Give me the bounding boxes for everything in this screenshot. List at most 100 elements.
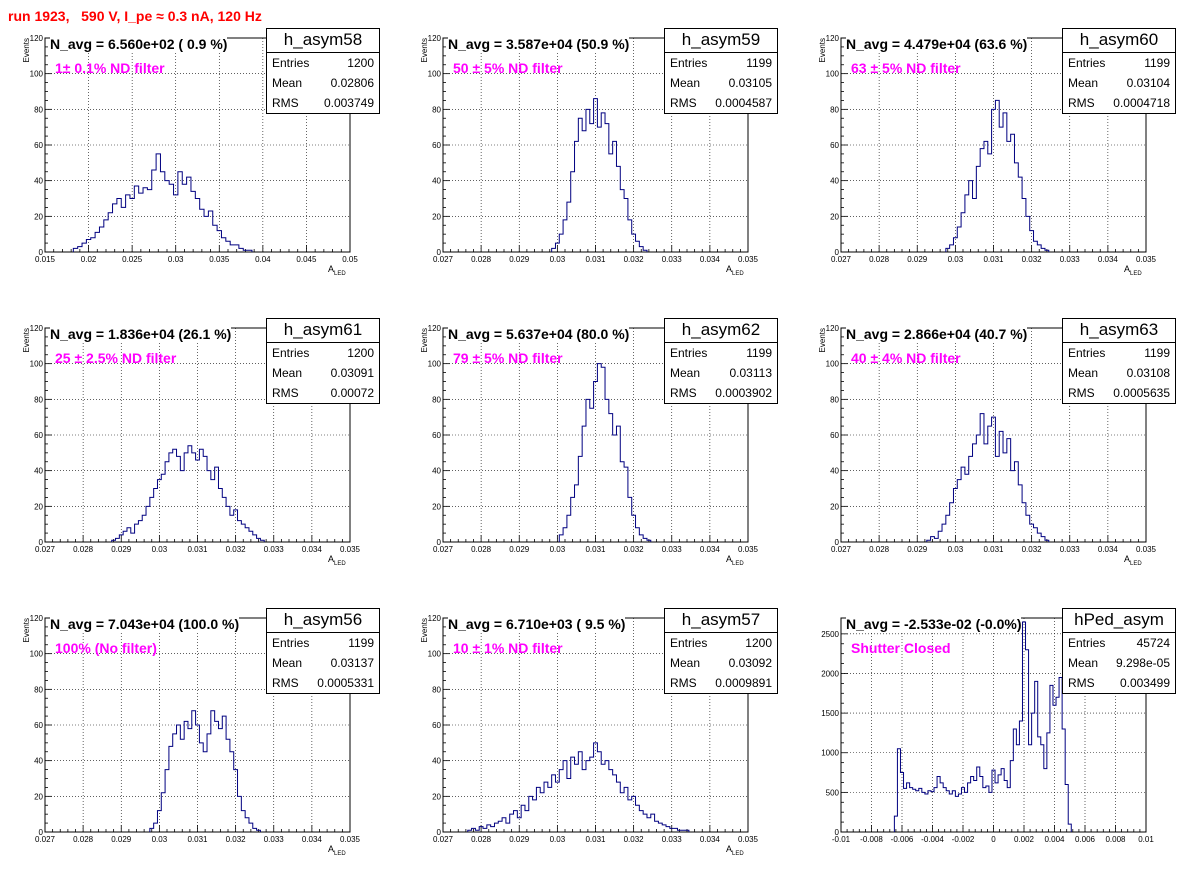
histogram-series [945,99,1050,252]
y-tick-label: 0 [39,828,44,837]
stats-value: 1199 [1144,346,1170,360]
stats-value: 0.0005331 [317,676,374,690]
x-tick-label: 0.035 [1136,545,1157,554]
stats-value: 0.0004718 [1113,96,1170,110]
histogram-panel-h_asym58: 0.015 0.02 0.025 0.03 0.035 0.04 0.045 0.05 0 20 4… [0,0,398,290]
stats-label: Entries [1068,346,1106,360]
filter-label: 63 ± 5% ND filter [851,60,961,76]
y-tick-label: 0 [835,248,840,257]
x-tick-label: 0.034 [700,545,721,554]
y-tick-label: 0 [437,828,442,837]
histogram-panel-h_asym63: 0.027 0.028 0.029 0.03 0.031 0.032 0.033 0.034 0… [796,290,1194,580]
y-axis-title: Events [22,618,31,642]
stats-row-rms: RMS 0.0005635 [1063,383,1175,403]
stats-row-mean: Mean 0.02806 [267,73,379,93]
x-tick-label: 0.033 [662,835,683,844]
x-tick-label: -0.004 [921,835,944,844]
stats-label: Mean [1068,656,1099,670]
navg-label: N_avg = 1.836e+04 (26.1 %) [50,326,232,342]
filter-label: 100% (No filter) [55,640,157,656]
y-tick-label: 80 [432,395,441,404]
x-tick-label: 0.04 [255,255,271,264]
x-tick-label: 0.031 [983,545,1004,554]
y-tick-label: 20 [432,212,441,221]
stats-row-rms: RMS 0.0004718 [1063,93,1175,113]
y-tick-label: 100 [30,650,44,659]
stats-row-entries: Entries 1199 [665,343,777,363]
x-tick-label: 0.032 [1022,545,1043,554]
x-axis-title: ALED [1124,264,1142,277]
y-axis-title: Events [420,38,429,62]
x-tick-label: 0.035 [340,545,361,554]
y-tick-label: 60 [432,141,441,150]
stats-row-mean: Mean 9.298e-05 [1063,653,1175,673]
stats-box: h_asym60 Entries 1199 Mean 0.03104 RMS 0.00047… [1062,28,1176,114]
navg-label: N_avg = 6.710e+03 ( 9.5 %) [448,616,626,632]
stats-label: Entries [1068,636,1106,650]
x-tick-label: 0.028 [471,835,492,844]
histogram-series [467,742,690,832]
stats-row-entries: Entries 1199 [1063,343,1175,363]
y-tick-label: 100 [428,650,442,659]
histogram-panel-h_asym60: 0.027 0.028 0.029 0.03 0.031 0.032 0.033 0.034 0… [796,0,1194,290]
y-tick-label: 20 [34,502,43,511]
y-axis-title: Events [420,328,429,352]
y-tick-label: 40 [432,757,441,766]
x-axis-title: ALED [726,844,744,857]
x-tick-label: 0.035 [738,255,759,264]
stats-value: 1200 [347,346,374,360]
stats-label: RMS [670,676,697,690]
histogram-panel-h_asym61: 0.027 0.028 0.029 0.03 0.031 0.032 0.033 0.034 0… [0,290,398,580]
y-tick-label: 40 [432,177,441,186]
x-tick-label: 0.015 [35,255,56,264]
y-tick-label: 20 [830,502,839,511]
y-tick-label: 100 [30,70,44,79]
navg-label: N_avg = 3.587e+04 (50.9 %) [448,36,630,52]
stats-row-mean: Mean 0.03105 [665,73,777,93]
y-tick-label: 40 [830,177,839,186]
stats-box: h_asym59 Entries 1199 Mean 0.03105 RMS 0.00045… [664,28,778,114]
stats-label: Mean [272,366,303,380]
stats-row-rms: RMS 0.0005331 [267,673,379,693]
stats-box: h_asym63 Entries 1199 Mean 0.03108 RMS 0.00056… [1062,318,1176,404]
x-tick-label: 0.03 [948,255,964,264]
navg-label: N_avg = 5.637e+04 (80.0 %) [448,326,630,342]
y-tick-label: 20 [432,502,441,511]
histogram-plot: 0.027 0.028 0.029 0.03 0.031 0.032 0.033 0.034 0… [420,34,759,277]
histogram-series [926,413,1050,542]
x-tick-label: 0 [991,835,996,844]
stats-row-rms: RMS 0.00072 [267,383,379,403]
x-tick-label: 0.029 [907,255,928,264]
x-tick-label: 0.035 [738,835,759,844]
y-tick-label: 80 [34,395,43,404]
y-tick-label: 100 [826,360,840,369]
x-tick-label: 0.034 [302,545,323,554]
x-tick-label: 0.029 [907,545,928,554]
x-tick-label: 0.032 [624,255,645,264]
x-tick-label: 0.008 [1105,835,1126,844]
histogram-series [893,621,1072,832]
stats-row-entries: Entries 1199 [665,53,777,73]
stats-box: h_asym57 Entries 1200 Mean 0.03092 RMS 0.00098… [664,608,778,694]
y-tick-label: 500 [826,788,840,797]
stats-value: 0.0003902 [715,386,772,400]
x-tick-label: 0.029 [509,255,530,264]
filter-label: 1± 0.1% ND filter [55,60,165,76]
stats-box: h_asym62 Entries 1199 Mean 0.03113 RMS 0.00039… [664,318,778,404]
stats-label: Entries [272,56,310,70]
x-tick-label: 0.03 [550,545,566,554]
stats-box: hPed_asym Entries 45724 Mean 9.298e-05 RMS 0.0… [1062,608,1176,694]
stats-row-entries: Entries 1200 [267,53,379,73]
stats-row-entries: Entries 1200 [665,633,777,653]
y-tick-label: 2000 [821,669,839,678]
stats-value: 0.0009891 [715,676,772,690]
y-tick-label: 0 [437,538,442,547]
stats-row-entries: Entries 1200 [267,343,379,363]
y-tick-label: 0 [437,248,442,257]
x-tick-label: 0.027 [433,255,454,264]
stats-value: 0.03108 [1126,366,1170,380]
x-tick-label: 0.029 [111,545,132,554]
histogram-series [558,363,652,542]
stats-label: Entries [272,346,310,360]
x-tick-label: 0.034 [1098,255,1119,264]
